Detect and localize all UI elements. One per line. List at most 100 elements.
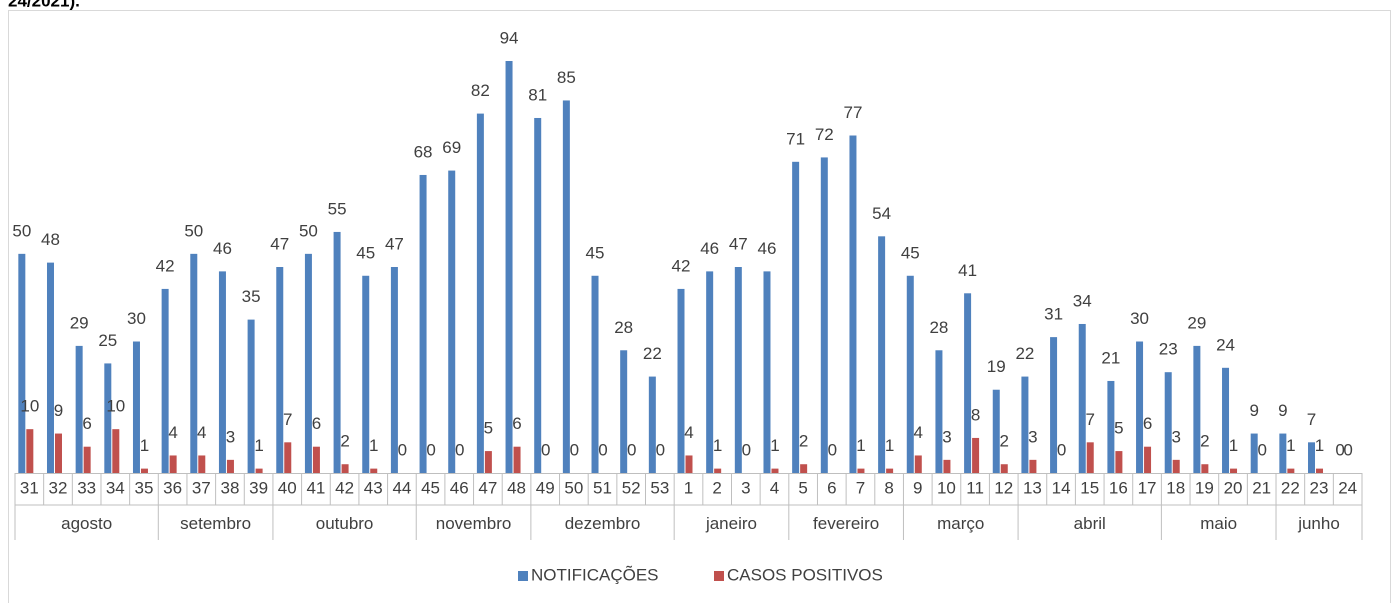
bar <box>161 288 169 473</box>
bar <box>964 293 972 473</box>
x-tick-label: 38 <box>220 478 239 497</box>
data-label: 1 <box>713 436 722 455</box>
data-label: 1 <box>1286 436 1295 455</box>
bar <box>1078 323 1086 473</box>
data-label: 0 <box>1343 440 1352 459</box>
data-label: 55 <box>328 199 347 218</box>
month-label: fevereiro <box>813 514 879 533</box>
x-tick-label: 1 <box>684 478 693 497</box>
bar <box>1230 468 1238 473</box>
data-label: 50 <box>299 221 318 240</box>
bar <box>878 236 886 473</box>
bar <box>276 267 284 473</box>
data-label: 7 <box>283 410 292 429</box>
data-label: 31 <box>1044 305 1063 324</box>
data-label: 50 <box>184 221 203 240</box>
data-label: 30 <box>1130 309 1149 328</box>
bar <box>304 253 312 473</box>
bar <box>18 253 26 473</box>
month-label: novembro <box>436 514 512 533</box>
bar <box>914 455 922 473</box>
x-tick-label: 16 <box>1109 478 1128 497</box>
x-tick-label: 49 <box>536 478 555 497</box>
data-label: 1 <box>1315 436 1324 455</box>
data-label: 5 <box>1114 419 1123 438</box>
month-label: janeiro <box>705 514 757 533</box>
bar <box>362 275 370 473</box>
bar <box>935 350 943 473</box>
data-label: 2 <box>1200 432 1209 451</box>
bar <box>190 253 198 473</box>
bar <box>800 464 808 473</box>
bar <box>226 459 234 473</box>
bar <box>857 468 865 473</box>
bar <box>648 376 656 473</box>
bar <box>771 468 779 473</box>
data-label: 9 <box>54 401 63 420</box>
data-label: 82 <box>471 81 490 100</box>
data-label: 29 <box>70 313 89 332</box>
bar <box>792 161 800 473</box>
x-tick-label: 4 <box>770 478 779 497</box>
data-label: 23 <box>1159 340 1178 359</box>
x-tick-label: 40 <box>278 478 297 497</box>
data-label: 0 <box>541 440 550 459</box>
x-tick-label: 15 <box>1080 478 1099 497</box>
month-label: abril <box>1074 514 1106 533</box>
bar <box>620 350 628 473</box>
data-label: 71 <box>786 129 805 148</box>
bar <box>1136 341 1144 473</box>
x-tick-label: 33 <box>77 478 96 497</box>
data-label: 0 <box>570 440 579 459</box>
x-tick-label: 5 <box>798 478 807 497</box>
data-label: 6 <box>512 414 521 433</box>
data-label: 8 <box>971 405 980 424</box>
bar <box>112 429 120 473</box>
data-label: 6 <box>82 414 91 433</box>
bar <box>886 468 894 473</box>
x-tick-label: 44 <box>392 478 411 497</box>
bar <box>734 267 742 473</box>
data-label: 50 <box>12 221 31 240</box>
data-label: 0 <box>426 440 435 459</box>
x-tick-label: 10 <box>937 478 956 497</box>
month-label: maio <box>1200 514 1237 533</box>
bar <box>26 429 34 473</box>
data-label: 0 <box>828 440 837 459</box>
data-label: 6 <box>312 414 321 433</box>
bar <box>1086 442 1094 473</box>
x-tick-label: 14 <box>1052 478 1071 497</box>
bar <box>1201 464 1209 473</box>
x-tick-label: 36 <box>163 478 182 497</box>
bar <box>1000 464 1008 473</box>
bar <box>284 442 292 473</box>
data-label: 4 <box>684 423 693 442</box>
month-label: junho <box>1297 514 1340 533</box>
bar <box>54 433 62 473</box>
data-label: 0 <box>656 440 665 459</box>
month-label: dezembro <box>565 514 641 533</box>
bar <box>1164 372 1172 473</box>
bar <box>312 446 320 473</box>
data-label: 4 <box>197 423 206 442</box>
data-label: 29 <box>1187 313 1206 332</box>
data-label: 77 <box>843 103 862 122</box>
data-label: 46 <box>213 239 232 258</box>
data-label: 2 <box>340 432 349 451</box>
data-label: 2 <box>1000 432 1009 451</box>
data-label: 1 <box>856 436 865 455</box>
bar <box>255 468 263 473</box>
x-tick-label: 52 <box>622 478 641 497</box>
bar <box>1287 468 1295 473</box>
data-label: 22 <box>1015 344 1034 363</box>
x-tick-label: 50 <box>564 478 583 497</box>
data-label: 25 <box>98 331 117 350</box>
data-label: 35 <box>242 287 261 306</box>
bar <box>46 262 54 473</box>
data-label: 21 <box>1101 348 1120 367</box>
data-label: 3 <box>1028 427 1037 446</box>
data-label: 1 <box>369 436 378 455</box>
bar <box>1050 337 1058 473</box>
data-label: 7 <box>1085 410 1094 429</box>
